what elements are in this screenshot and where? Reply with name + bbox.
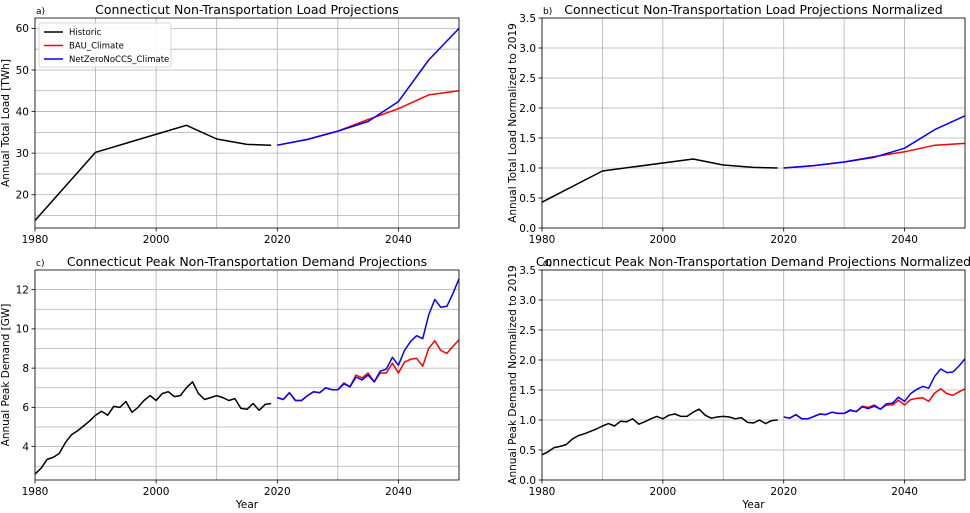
series-line-historic — [34, 381, 272, 475]
legend-entry: NetZeroNoCCS_Climate — [69, 55, 169, 65]
y-tick-label: 50 — [16, 65, 29, 77]
subplot-1: 1980 2000 2020 2040 20 30 40 50 60 Connecticut No… — [0, 2, 460, 246]
series-line-netzeronoccs-climate — [277, 278, 460, 402]
chart-title: Connecticut Non-Transportation Load Proj… — [564, 2, 943, 17]
x-axis-label: Year — [235, 499, 259, 511]
y-tick-label: 20 — [16, 190, 29, 202]
x-tick-label: 2020 — [264, 234, 291, 246]
series-line-netzeronoccs-climate — [277, 27, 460, 146]
chart-title: Connecticut Peak Non-Transportation Dema… — [536, 254, 970, 269]
y-tick-label: 1.5 — [519, 385, 536, 397]
series-line-netzeronoccs-climate — [783, 358, 966, 420]
y-tick-label: 60 — [16, 23, 29, 35]
series-line-historic — [541, 408, 778, 456]
x-tick-label: 2040 — [891, 234, 918, 246]
panel-label: c) — [36, 259, 44, 269]
y-tick-label: 1.0 — [519, 163, 536, 175]
chart-title: Connecticut Peak Non-Transportation Dema… — [67, 254, 427, 269]
axes-frame — [541, 17, 966, 229]
y-axis-label: Annual Total Load Normalized to 2019 — [507, 23, 519, 223]
x-tick-label: 2000 — [143, 486, 170, 498]
y-tick-label: 0.0 — [519, 475, 536, 487]
x-tick-label: 1980 — [529, 486, 556, 498]
subplot-4: 1980 2000 2020 2040 0.0 0.5 1.0 1.5 2.0 2.5 3.0 3.5… — [507, 254, 970, 511]
subplot-2: 1980 2000 2020 2040 0.0 0.5 1.0 1.5 2.0 2.5 3.0 3.5… — [507, 2, 966, 246]
y-axis-label: Annual Peak Demand Normalized to 2019 — [507, 265, 519, 484]
panel-label: d) — [543, 259, 552, 269]
y-tick-label: 2.0 — [519, 355, 536, 367]
y-tick-label: 12 — [16, 284, 29, 296]
legend-box — [38, 22, 172, 68]
series-line-historic — [541, 158, 778, 203]
y-tick-label: 8 — [22, 363, 29, 375]
axes-frame — [34, 269, 460, 481]
y-tick-label: 0.5 — [519, 193, 536, 205]
y-tick-label: 3.5 — [519, 13, 536, 25]
x-tick-label: 2000 — [143, 234, 170, 246]
y-tick-label: 30 — [16, 148, 29, 160]
x-tick-label: 2040 — [385, 486, 412, 498]
axes-frame — [541, 269, 966, 481]
y-tick-label: 3.0 — [519, 43, 536, 55]
y-tick-label: 10 — [16, 324, 29, 336]
y-tick-label: 1.5 — [519, 133, 536, 145]
y-tick-label: 6 — [22, 402, 29, 414]
series-line-bau-climate — [277, 90, 460, 146]
panel-label: b) — [543, 7, 552, 17]
x-axis-label: Year — [741, 499, 765, 511]
y-tick-label: 0.0 — [519, 223, 536, 235]
series-line-historic — [34, 124, 272, 221]
y-tick-label: 40 — [16, 106, 29, 118]
x-tick-label: 1980 — [22, 234, 49, 246]
x-tick-label: 2000 — [649, 234, 676, 246]
legend: Historic BAU_Climate NetZeroNoCCS_Climate — [38, 22, 172, 68]
x-tick-label: 2020 — [264, 486, 291, 498]
y-tick-label: 3.5 — [519, 265, 536, 277]
y-axis-label: Annual Peak Demand [GW] — [0, 304, 12, 447]
series-line-bau-climate — [783, 142, 966, 169]
y-tick-label: 2.0 — [519, 103, 536, 115]
x-tick-label: 1980 — [22, 486, 49, 498]
axes-frame — [34, 17, 460, 229]
y-tick-label: 3.0 — [519, 295, 536, 307]
x-tick-label: 2000 — [649, 486, 676, 498]
series-line-bau-climate — [783, 388, 966, 420]
x-tick-label: 2040 — [891, 486, 918, 498]
x-tick-label: 2040 — [385, 234, 412, 246]
series-line-netzeronoccs-climate — [783, 115, 966, 169]
y-axis-label: Annual Total Load [TWh] — [0, 59, 12, 187]
legend-entry: Historic — [69, 28, 102, 38]
y-tick-label: 2.5 — [519, 325, 536, 337]
x-tick-label: 2020 — [770, 234, 797, 246]
y-tick-label: 4 — [22, 441, 29, 453]
subplot-3: 1980 2000 2020 2040 4 6 8 10 12 Connecticut Peak … — [0, 254, 460, 511]
x-tick-label: 1980 — [529, 234, 556, 246]
chart-title: Connecticut Non-Transportation Load Proj… — [95, 2, 399, 17]
y-tick-label: 0.5 — [519, 445, 536, 457]
panel-label: a) — [36, 7, 45, 17]
x-tick-label: 2020 — [770, 486, 797, 498]
y-tick-label: 1.0 — [519, 415, 536, 427]
y-tick-label: 2.5 — [519, 73, 536, 85]
legend-entry: BAU_Climate — [69, 42, 124, 52]
